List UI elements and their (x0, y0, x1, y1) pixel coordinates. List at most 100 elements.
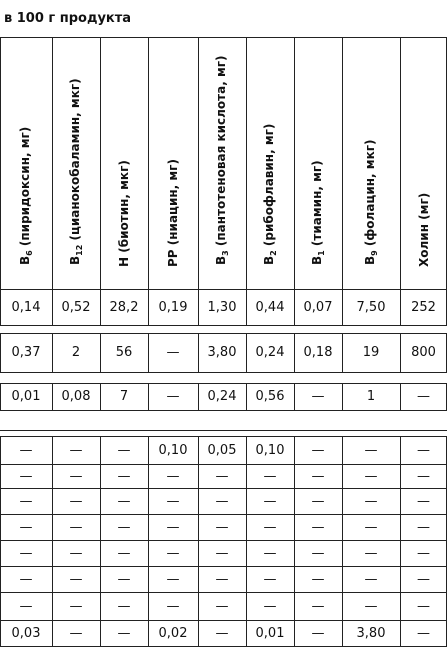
table-cell: — (311, 598, 325, 614)
column-divider (100, 289, 101, 325)
column-divider (294, 436, 295, 464)
column-divider (246, 592, 247, 620)
column-divider (294, 620, 295, 647)
column-divider (198, 37, 199, 289)
table-cell: — (215, 519, 229, 535)
column-divider (198, 592, 199, 620)
table-cell: — (215, 598, 229, 614)
table-cell: — (364, 493, 378, 509)
column-divider (100, 566, 101, 592)
column-divider (100, 37, 101, 289)
column-divider (52, 566, 53, 592)
table-cell: 0,03 (11, 626, 41, 641)
table-cell: 0,07 (303, 299, 333, 315)
table-cell: 252 (411, 299, 436, 315)
column-divider (198, 540, 199, 566)
column-divider (294, 383, 295, 410)
column-divider (52, 464, 53, 488)
table-cell: 56 (115, 345, 133, 360)
table-cell: — (117, 519, 131, 535)
column-header: B1 (тиамин, мг) (294, 37, 342, 289)
column-divider (148, 566, 149, 592)
column-divider (0, 333, 1, 372)
column-divider (294, 592, 295, 620)
column-divider (198, 514, 199, 540)
table-cell: 0,52 (61, 299, 91, 315)
table-cell: 7,50 (356, 299, 386, 315)
column-header-label: B2 (рибофлавин, мг) (261, 123, 279, 265)
column-divider (246, 566, 247, 592)
column-divider (342, 566, 343, 592)
column-divider (100, 383, 101, 410)
table-cell: — (263, 519, 277, 535)
table-cell: — (69, 442, 83, 458)
column-divider (100, 464, 101, 488)
column-header: B9 (фолацин, мкг) (342, 37, 400, 289)
column-header: B2 (рибофлавин, мг) (246, 37, 294, 289)
column-divider (198, 289, 199, 325)
table-cell: — (364, 598, 378, 614)
table-cell: — (417, 519, 430, 535)
table-cell: — (19, 519, 33, 535)
table-cell: — (166, 571, 180, 587)
column-divider (400, 464, 401, 488)
column-divider (400, 566, 401, 592)
table-cell: — (417, 389, 430, 404)
column-divider (400, 383, 401, 410)
column-divider (0, 289, 1, 325)
table-cell: — (263, 545, 277, 561)
column-divider (400, 620, 401, 647)
row-divider (0, 333, 447, 334)
table-cell: 0,24 (255, 345, 285, 360)
column-divider (246, 620, 247, 647)
table-cell: — (19, 493, 33, 509)
column-divider (0, 514, 1, 540)
table-cell: — (364, 571, 378, 587)
column-divider (294, 333, 295, 372)
column-divider (52, 514, 53, 540)
column-divider (294, 37, 295, 289)
column-header-label: B9 (фолацин, мкг) (362, 139, 380, 265)
column-divider (52, 620, 53, 647)
column-divider (246, 464, 247, 488)
column-divider (100, 333, 101, 372)
table-cell: — (215, 545, 229, 561)
column-divider (342, 514, 343, 540)
table-cell: — (311, 468, 325, 484)
column-divider (148, 37, 149, 289)
table-cell: 0,02 (158, 626, 188, 641)
column-divider (148, 383, 149, 410)
column-divider (246, 436, 247, 464)
table-cell: — (69, 545, 83, 561)
column-divider (0, 383, 1, 410)
table-cell: 1 (366, 389, 376, 404)
column-divider (342, 540, 343, 566)
table-cell: — (117, 468, 131, 484)
column-divider (294, 289, 295, 325)
table-cell: — (417, 468, 430, 484)
table-cell: — (417, 442, 430, 458)
row-divider (0, 325, 447, 326)
table-cell: — (263, 598, 277, 614)
column-divider (246, 383, 247, 410)
column-divider (400, 514, 401, 540)
table-cell: — (311, 442, 325, 458)
column-divider (0, 436, 1, 464)
column-header: B12 (цианокобаламин, мкг) (52, 37, 100, 289)
column-divider (400, 289, 401, 325)
table-cell: — (364, 545, 378, 561)
table-cell: — (166, 493, 180, 509)
row-divider (0, 540, 447, 541)
column-divider (148, 592, 149, 620)
column-divider (198, 488, 199, 514)
row-divider (0, 488, 447, 489)
table-cell: — (117, 626, 131, 641)
table-cell: — (117, 493, 131, 509)
column-divider (148, 333, 149, 372)
column-divider (246, 333, 247, 372)
column-divider (400, 540, 401, 566)
table-cell: 3,80 (207, 345, 237, 360)
column-divider (400, 592, 401, 620)
column-header: PP (ниацин, мг) (148, 37, 198, 289)
table-cell: — (166, 468, 180, 484)
